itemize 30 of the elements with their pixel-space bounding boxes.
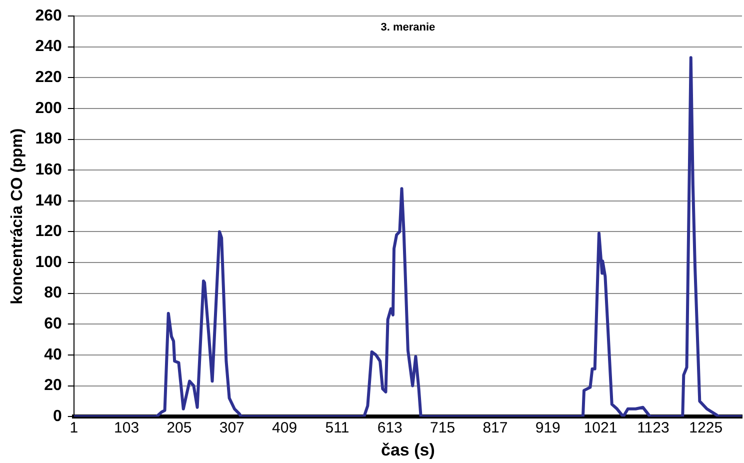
x-tick-label: 817 [482,420,508,437]
x-tick-label: 1 [70,420,78,437]
y-tick-label: 60 [44,316,62,333]
x-tick-label: 1225 [689,420,723,437]
y-tick-label: 140 [35,192,62,210]
y-tick-label: 240 [35,38,62,56]
y-axis-title: koncentrácia CO (ppm) [9,128,26,304]
y-tick-label: 80 [44,284,62,302]
x-tick-label: 1021 [584,420,618,437]
x-tick-label: 307 [219,420,244,437]
x-tick-label: 1123 [637,420,670,437]
x-tick-label: 715 [430,420,456,437]
y-tick-label: 120 [35,223,62,240]
y-tick-label: 160 [35,161,62,178]
y-tick-label: 220 [35,69,62,86]
y-tick-label: 20 [44,377,62,394]
x-tick-label: 613 [377,420,402,437]
x-tick-label: 511 [325,420,350,437]
y-tick-label: 260 [35,7,62,24]
y-tick-label: 0 [52,408,62,426]
text: 3. meranie [380,22,436,34]
x-tick-label: 409 [272,420,298,437]
x-tick-label: 103 [114,420,140,437]
y-tick-label: 40 [44,346,62,364]
y-tick-label: 100 [35,254,62,271]
x-tick-label: 205 [166,420,192,437]
y-tick-label: 180 [35,130,62,148]
x-tick-label: 919 [535,420,560,437]
x-axis-title: čas (s) [381,440,435,460]
y-tick-label: 200 [35,100,62,117]
